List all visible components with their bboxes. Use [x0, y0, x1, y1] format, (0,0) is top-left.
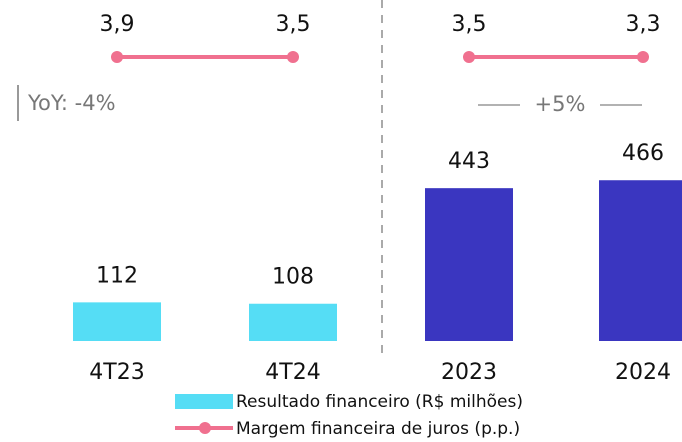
- x-tick-label: 4T24: [265, 360, 320, 385]
- legend-swatch: [199, 422, 211, 434]
- bar: [73, 302, 161, 341]
- data-label: 443: [448, 149, 490, 174]
- legend-label: Margem financeira de juros (p.p.): [236, 419, 520, 439]
- line-point: [463, 51, 475, 63]
- x-tick-label: 4T23: [89, 360, 144, 385]
- data-label: 3,3: [626, 12, 661, 37]
- data-label: 466: [622, 141, 664, 166]
- x-tick-label: 2024: [615, 360, 671, 385]
- legend-swatch: [175, 394, 233, 409]
- bar: [249, 303, 337, 341]
- data-label: 108: [272, 265, 314, 290]
- bar: [599, 180, 682, 341]
- annotation: +5%: [535, 92, 586, 116]
- x-tick-label: 2023: [441, 360, 497, 385]
- line-point: [637, 51, 649, 63]
- line-point: [111, 51, 123, 63]
- annotation: YoY: -4%: [27, 91, 116, 115]
- data-label: 3,5: [452, 12, 487, 37]
- line-point: [287, 51, 299, 63]
- data-label: 3,5: [276, 12, 311, 37]
- data-label: 112: [96, 263, 138, 288]
- legend-label: Resultado financeiro (R$ milhões): [236, 392, 523, 412]
- bar: [425, 188, 513, 341]
- data-label: 3,9: [100, 12, 135, 37]
